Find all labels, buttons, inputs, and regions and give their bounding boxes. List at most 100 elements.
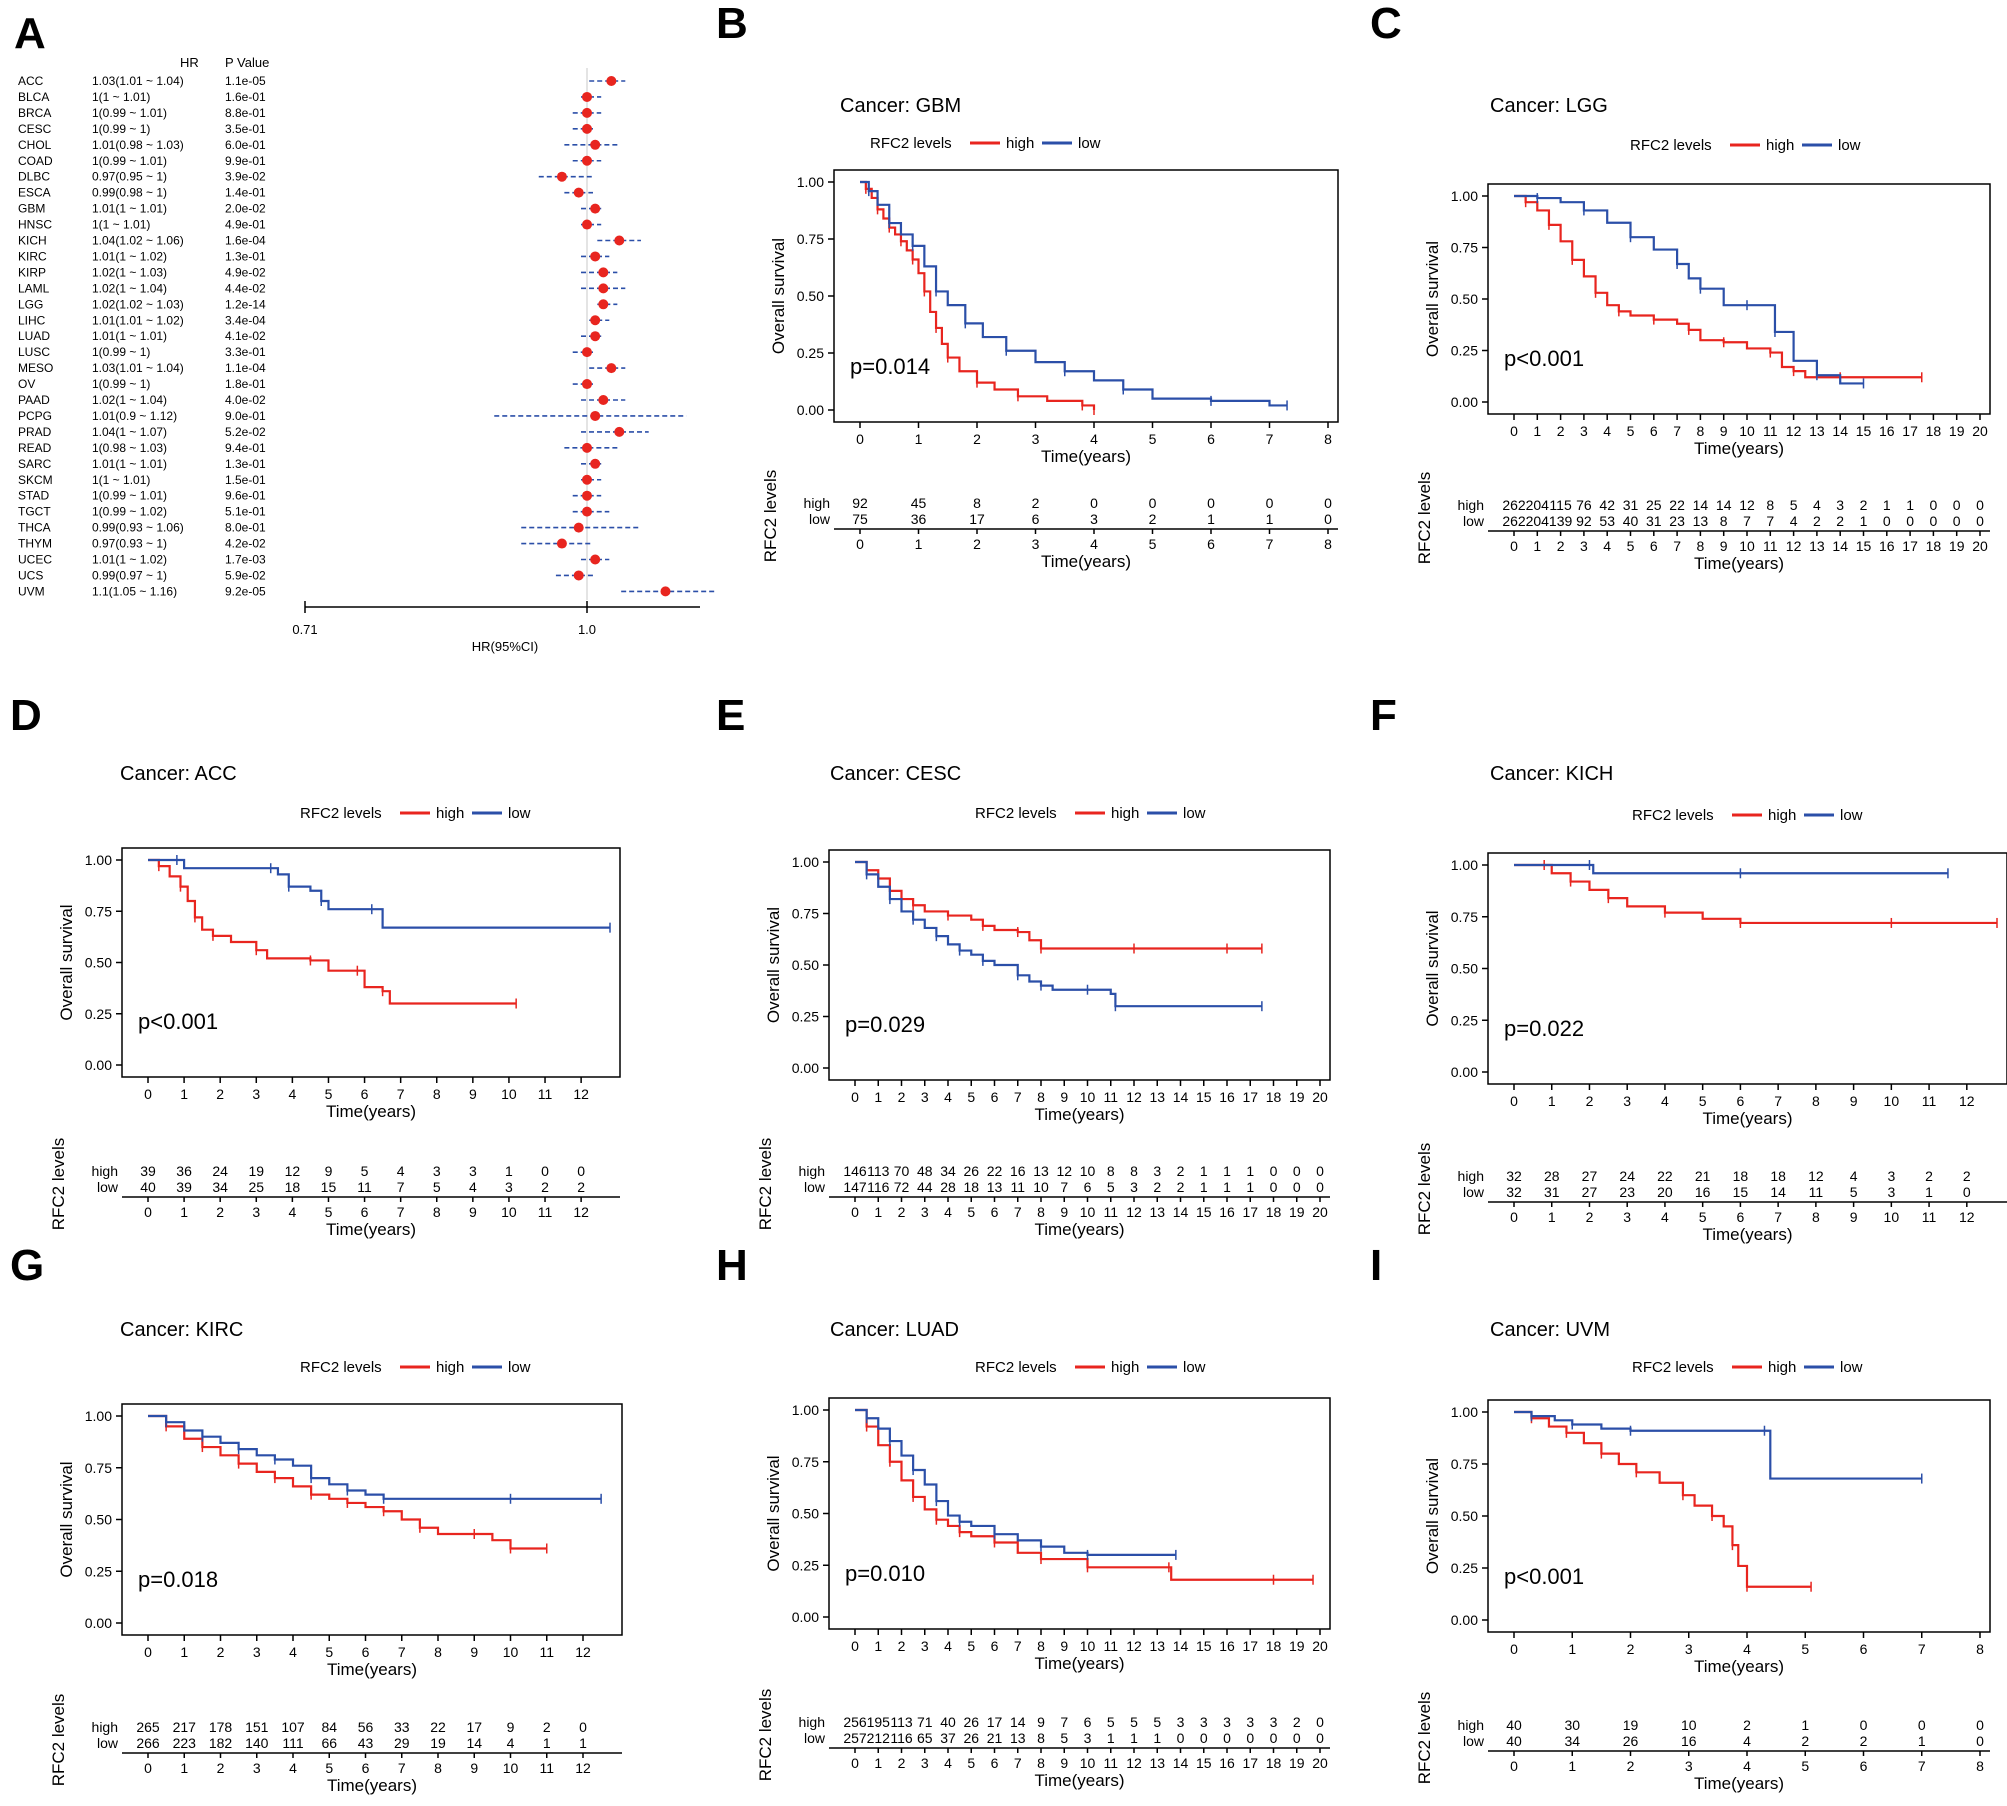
km-y-tick-label: 0.75 bbox=[792, 906, 819, 922]
km-risk-high-count: 2 bbox=[1860, 497, 1868, 513]
km-x-tick-label: 1 bbox=[1568, 1641, 1576, 1657]
km-risk-x-tick-label: 6 bbox=[1207, 536, 1215, 552]
km-risk-low-count: 13 bbox=[1693, 513, 1709, 529]
km-risk-high-count: 0 bbox=[1293, 1163, 1301, 1179]
km-legend-low-label: low bbox=[1838, 137, 1861, 154]
forest-row-hr: 0.99(0.98 ~ 1) bbox=[92, 186, 167, 200]
km-risk-low-count: 1 bbox=[1107, 1730, 1115, 1746]
km-x-tick-label: 12 bbox=[1786, 423, 1802, 439]
forest-point bbox=[606, 76, 617, 86]
forest-row-cancer: CESC bbox=[18, 122, 52, 136]
km-x-tick-label: 1 bbox=[180, 1086, 188, 1102]
km-risk-high-count: 28 bbox=[1544, 1168, 1560, 1184]
km-y-tick-label: 0.25 bbox=[85, 1006, 112, 1022]
km-x-tick-label: 12 bbox=[575, 1644, 591, 1660]
km-risk-high-count: 1 bbox=[1223, 1163, 1231, 1179]
km-x-tick-label: 5 bbox=[325, 1086, 333, 1102]
km-x-tick-label: 6 bbox=[991, 1089, 999, 1105]
km-risk-high-count: 151 bbox=[245, 1719, 269, 1735]
km-risk-x-tick-label: 16 bbox=[1219, 1755, 1235, 1771]
forest-row-hr: 1(0.99 ~ 1.01) bbox=[92, 106, 167, 120]
km-risk-x-tick-label: 6 bbox=[1860, 1758, 1868, 1774]
km-x-tick-label: 6 bbox=[1860, 1641, 1868, 1657]
km-risk-high-count: 48 bbox=[917, 1163, 933, 1179]
km-x-tick-label: 3 bbox=[1580, 423, 1588, 439]
forest-row-cancer: UCS bbox=[18, 568, 43, 582]
km-risk-x-tick-label: 10 bbox=[1080, 1204, 1096, 1220]
km-risk-high-count: 12 bbox=[1808, 1168, 1824, 1184]
km-risk-high-count: 204 bbox=[1526, 497, 1550, 513]
panel-label: B bbox=[716, 0, 748, 48]
km-risk-high-count: 12 bbox=[1056, 1163, 1072, 1179]
km-curve-high bbox=[855, 1408, 1314, 1581]
km-x-label: Time(years) bbox=[327, 1660, 417, 1679]
km-risk-high-count: 4 bbox=[397, 1163, 405, 1179]
panel-label-a: A bbox=[14, 9, 46, 58]
km-x-tick-label: 6 bbox=[1650, 423, 1658, 439]
km-risk-high-count: 40 bbox=[1506, 1717, 1522, 1733]
km-risk-low-count: 3 bbox=[1090, 511, 1098, 527]
km-x-tick-label: 7 bbox=[1918, 1641, 1926, 1657]
km-risk-high-count: 22 bbox=[430, 1719, 446, 1735]
km-x-label: Time(years) bbox=[1702, 1109, 1792, 1128]
forest-row-cancer: UVM bbox=[18, 584, 45, 598]
km-risk-high-count: 0 bbox=[1207, 495, 1215, 511]
forest-row-p: 1.7e-03 bbox=[225, 553, 266, 567]
km-y-label: Overall survival bbox=[1423, 1458, 1442, 1574]
km-risk-low-label: low bbox=[1463, 1733, 1485, 1749]
km-risk-x-tick-label: 0 bbox=[1510, 1758, 1518, 1774]
km-x-tick-label: 3 bbox=[921, 1638, 929, 1654]
km-x-tick-label: 1 bbox=[915, 431, 923, 447]
km-risk-high-count: 39 bbox=[140, 1163, 156, 1179]
km-risk-low-count: 44 bbox=[917, 1179, 933, 1195]
forest-row-cancer: CHOL bbox=[18, 138, 52, 152]
km-risk-x-tick-label: 4 bbox=[1603, 538, 1611, 554]
km-x-tick-label: 18 bbox=[1266, 1089, 1282, 1105]
km-risk-low-count: 27 bbox=[1582, 1184, 1598, 1200]
km-curve-low bbox=[1514, 194, 1864, 385]
km-pvalue: p<0.001 bbox=[1504, 1564, 1584, 1589]
forest-point bbox=[582, 506, 592, 517]
forest-row-cancer: MESO bbox=[18, 361, 53, 375]
forest-point bbox=[582, 91, 592, 102]
km-y-label: Overall survival bbox=[769, 238, 788, 354]
km-risk-high-count: 9 bbox=[325, 1163, 333, 1179]
km-curve-high bbox=[1514, 1410, 1812, 1588]
forest-row-p: 9.6e-01 bbox=[225, 489, 266, 503]
km-x-tick-label: 17 bbox=[1242, 1638, 1258, 1654]
forest-point bbox=[573, 187, 584, 198]
km-y-label: Overall survival bbox=[57, 904, 76, 1020]
km-risk-low-count: 1 bbox=[1200, 1179, 1208, 1195]
km-x-tick-label: 5 bbox=[1801, 1641, 1809, 1657]
panel-label: H bbox=[716, 1241, 748, 1290]
km-risk-high-count: 0 bbox=[1090, 495, 1098, 511]
km-risk-high-count: 1 bbox=[1200, 1163, 1208, 1179]
km-x-tick-label: 1 bbox=[874, 1638, 882, 1654]
km-risk-low-count: 75 bbox=[852, 511, 868, 527]
km-risk-high-count: 14 bbox=[1010, 1714, 1026, 1730]
km-risk-high-count: 33 bbox=[394, 1719, 410, 1735]
forest-row-cancer: PAAD bbox=[18, 393, 50, 407]
km-x-tick-label: 6 bbox=[1207, 431, 1215, 447]
km-risk-x-label: Time(years) bbox=[1041, 552, 1131, 571]
km-pvalue: p=0.022 bbox=[1504, 1016, 1584, 1041]
forest-row-hr: 1(1 ~ 1.01) bbox=[92, 90, 150, 104]
km-title: Cancer: LUAD bbox=[830, 1319, 959, 1341]
forest-row-hr: 1(0.99 ~ 1) bbox=[92, 345, 150, 359]
km-risk-x-tick-label: 4 bbox=[1090, 536, 1098, 552]
km-risk-x-tick-label: 9 bbox=[470, 1760, 478, 1776]
km-risk-high-label: high bbox=[804, 495, 830, 511]
km-y-tick-label: 0.00 bbox=[792, 1060, 819, 1076]
km-y-tick-label: 0.75 bbox=[1451, 240, 1478, 256]
forest-row-hr: 1.1(1.05 ~ 1.16) bbox=[92, 584, 177, 598]
km-y-tick-label: 0.50 bbox=[792, 957, 819, 973]
km-x-tick-label: 7 bbox=[1774, 1093, 1782, 1109]
forest-p-header: P Value bbox=[225, 55, 269, 70]
km-risk-low-count: 2 bbox=[1177, 1179, 1185, 1195]
km-x-tick-label: 11 bbox=[1103, 1089, 1118, 1105]
km-x-tick-label: 0 bbox=[1510, 1641, 1518, 1657]
km-risk-low-count: 19 bbox=[430, 1735, 446, 1751]
forest-row-cancer: PCPG bbox=[18, 409, 52, 423]
km-y-tick-label: 0.50 bbox=[797, 288, 824, 304]
